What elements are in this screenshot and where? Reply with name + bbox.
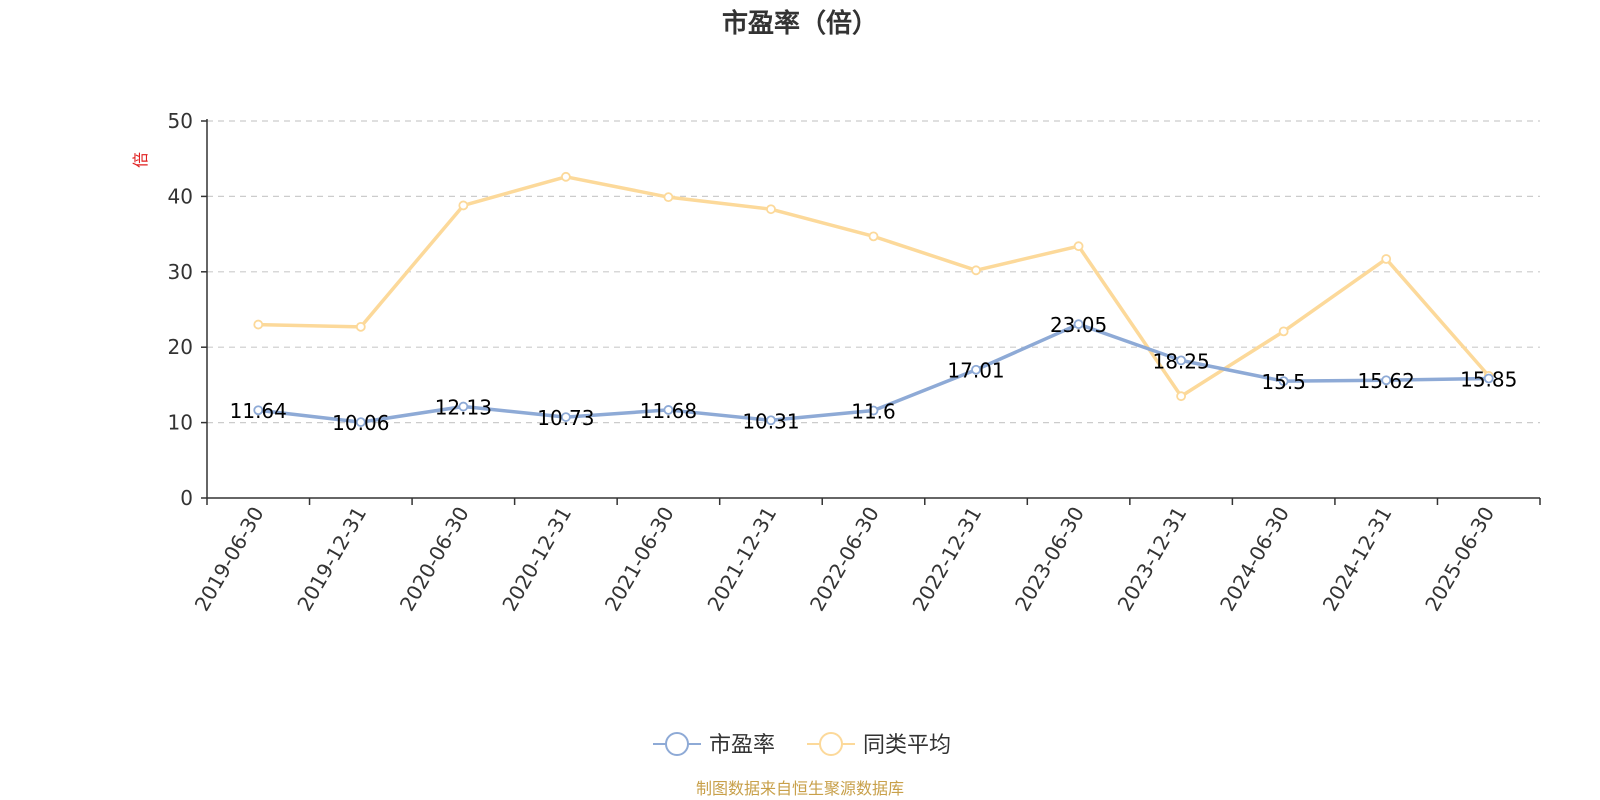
- data-label: 15.5: [1261, 370, 1306, 394]
- data-point[interactable]: [560, 171, 571, 182]
- data-point[interactable]: [868, 405, 879, 416]
- x-tick-label: 2020-12-31: [497, 503, 576, 616]
- legend-label: 同类平均: [863, 733, 951, 758]
- data-point[interactable]: [1073, 241, 1084, 252]
- x-tick-label: 2021-12-31: [702, 503, 781, 616]
- y-tick-label: 40: [168, 184, 193, 208]
- x-tick-label: 2023-06-30: [1010, 503, 1089, 616]
- y-tick-label: 30: [168, 260, 193, 284]
- legend-label: 市盈率: [709, 733, 775, 758]
- x-tick-label: 2023-12-31: [1113, 503, 1192, 616]
- data-point[interactable]: [971, 364, 981, 375]
- data-point[interactable]: [1381, 254, 1392, 264]
- y-tick-label: 0: [180, 486, 193, 510]
- data-point[interactable]: [766, 204, 776, 215]
- data-label: 10.06: [332, 411, 389, 435]
- legend-marker: [819, 732, 843, 756]
- y-tick-label: 10: [168, 411, 193, 435]
- series-lines: [253, 171, 1494, 428]
- data-label: 11.68: [640, 399, 697, 423]
- data-point[interactable]: [355, 417, 366, 428]
- data-label: 11.64: [230, 399, 287, 423]
- data-label: 12.13: [435, 396, 492, 420]
- data-point[interactable]: [253, 319, 264, 330]
- data-point[interactable]: [458, 401, 469, 412]
- legend-item-pe-ratio[interactable]: 市盈率: [653, 732, 775, 758]
- data-label: 15.85: [1460, 367, 1517, 391]
- data-label: 18.25: [1152, 349, 1209, 373]
- x-tick-label: 2022-06-30: [805, 503, 884, 616]
- series-line-peer-average: [258, 175, 1491, 398]
- data-point[interactable]: [458, 200, 469, 211]
- data-point[interactable]: [868, 231, 879, 242]
- source-note: 制图数据来自恒生聚源数据库: [696, 779, 904, 798]
- axes: 0 10 20 30 40 50 2019-06-30 2019-12-31 2020-06-3…: [168, 109, 1541, 616]
- data-label: 10.73: [537, 406, 594, 430]
- data-point[interactable]: [663, 192, 674, 203]
- x-tick-label: 2024-12-31: [1318, 503, 1397, 616]
- grid-lines: [207, 120, 1540, 424]
- data-point[interactable]: [663, 405, 674, 415]
- data-labels: 11.64 10.06 12.13 10.73 11.68 10.31 11.6 17.01 2…: [230, 313, 1518, 435]
- x-tick-label: 2022-12-31: [907, 503, 986, 616]
- data-point[interactable]: [1278, 326, 1289, 337]
- legend-item-peer-average[interactable]: 同类平均: [807, 732, 951, 758]
- data-label: 23.05: [1050, 313, 1107, 337]
- data-point[interactable]: [1176, 355, 1187, 366]
- data-point[interactable]: [1483, 373, 1494, 384]
- legend[interactable]: 市盈率 同类平均: [653, 732, 951, 758]
- data-point[interactable]: [971, 265, 981, 276]
- y-axis-unit-label: 倍: [131, 152, 150, 168]
- x-tick-label: 2019-12-31: [292, 503, 371, 616]
- data-point[interactable]: [253, 405, 264, 416]
- x-tick-label: 2024-06-30: [1215, 503, 1294, 616]
- data-point[interactable]: [1278, 376, 1289, 387]
- data-point[interactable]: [766, 415, 776, 426]
- data-label: 17.01: [947, 359, 1004, 383]
- data-label: 15.62: [1358, 369, 1415, 393]
- data-label: 10.31: [742, 409, 799, 433]
- y-tick-label: 50: [168, 109, 193, 133]
- data-point[interactable]: [1381, 375, 1392, 386]
- x-tick-label: 2020-06-30: [395, 503, 474, 616]
- data-point[interactable]: [1176, 391, 1187, 402]
- x-tick-label: 2021-06-30: [600, 503, 679, 616]
- chart-title: 市盈率（倍）: [722, 8, 878, 39]
- x-tick-label: 2025-06-30: [1420, 503, 1499, 616]
- y-tick-label: 20: [168, 335, 193, 359]
- data-point[interactable]: [1073, 319, 1084, 330]
- x-tick-label: 2019-06-30: [190, 503, 269, 616]
- legend-marker: [665, 732, 689, 756]
- data-point[interactable]: [560, 412, 571, 422]
- data-point[interactable]: [355, 321, 366, 332]
- data-label: 11.6: [851, 400, 896, 424]
